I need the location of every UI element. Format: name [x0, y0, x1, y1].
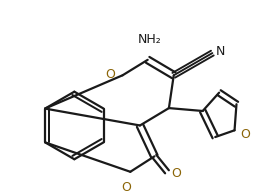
Text: O: O — [171, 167, 181, 180]
Text: O: O — [121, 181, 131, 194]
Text: O: O — [240, 128, 250, 141]
Text: N: N — [216, 45, 225, 58]
Text: O: O — [105, 68, 115, 81]
Text: NH₂: NH₂ — [138, 33, 162, 46]
